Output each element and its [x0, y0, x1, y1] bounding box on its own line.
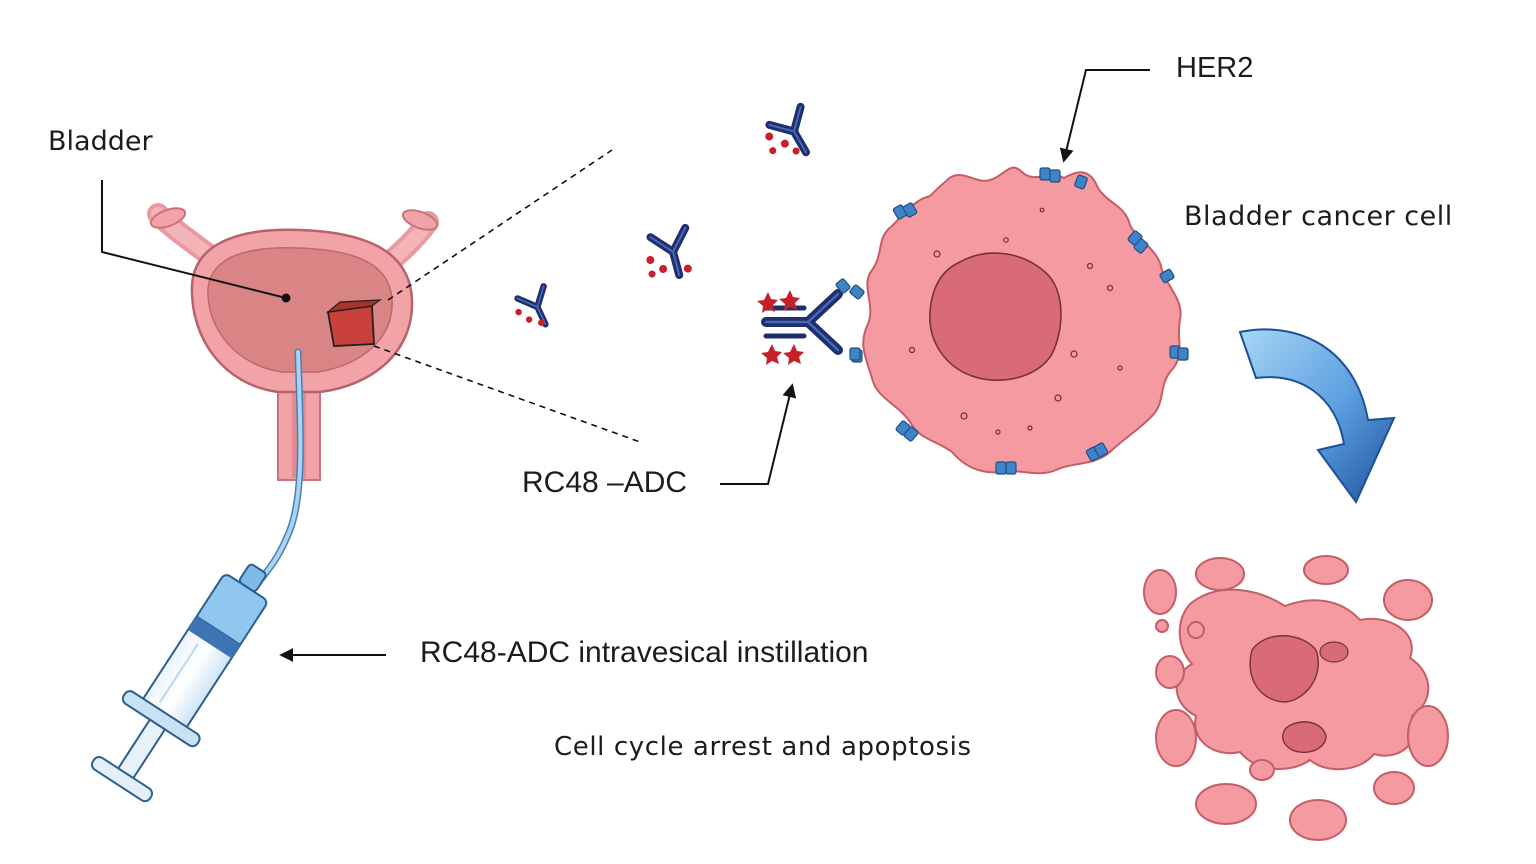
antibody-drug-conjugate-2: [646, 223, 692, 280]
zoom-line-upper: [387, 149, 613, 301]
bladder-label: Bladder: [48, 126, 153, 157]
bladder-leader-line: [101, 180, 287, 299]
zoom-line-lower: [373, 345, 641, 443]
bladder-tumor: [326, 304, 375, 347]
outcome-label: Cell cycle arrest and apoptosis: [554, 732, 972, 762]
transition-arrow: [1238, 328, 1396, 504]
bladder-cancer-cell: [849, 166, 1189, 475]
her2-pointer-line: [1059, 69, 1150, 163]
her2-label: HER2: [1176, 52, 1254, 84]
antibody-drug-conjugate-3: [514, 283, 549, 328]
her2-receptors: [849, 167, 1189, 475]
adc-label: RC48 –ADC: [522, 466, 688, 499]
instillation-label: RC48-ADC intravesical instillation: [420, 636, 869, 669]
adc-pointer-line: [720, 383, 797, 485]
apoptotic-cell: [1143, 555, 1449, 841]
syringe: [90, 563, 268, 803]
bladder-illustration: [147, 203, 439, 481]
cell-vesicles: [908, 207, 1123, 435]
antibody-drug-conjugate-1: [765, 102, 810, 157]
cell-nucleus: [929, 252, 1062, 381]
antibody-drug-conjugate-bound: [757, 278, 863, 365]
cancer-cell-label: Bladder cancer cell: [1184, 201, 1453, 232]
